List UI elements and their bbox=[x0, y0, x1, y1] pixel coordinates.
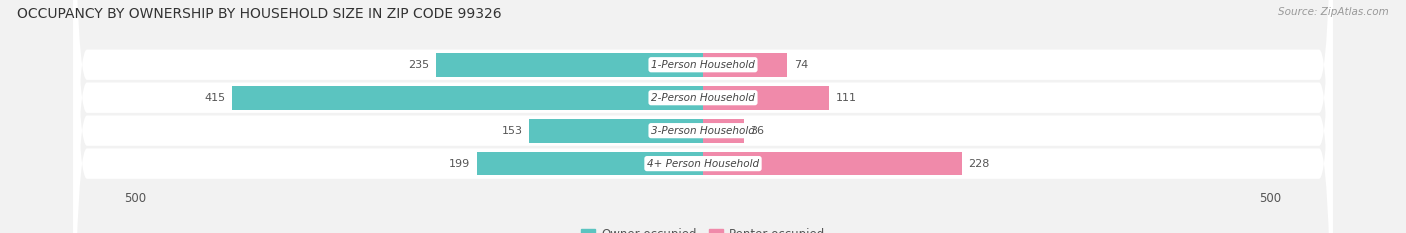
Bar bbox=[232, 86, 703, 110]
Text: 2-Person Household: 2-Person Household bbox=[651, 93, 755, 103]
Text: 1-Person Household: 1-Person Household bbox=[651, 60, 755, 70]
Text: 415: 415 bbox=[204, 93, 225, 103]
Legend: Owner-occupied, Renter-occupied: Owner-occupied, Renter-occupied bbox=[576, 224, 830, 233]
FancyBboxPatch shape bbox=[73, 0, 1333, 233]
Text: 4+ Person Household: 4+ Person Household bbox=[647, 159, 759, 169]
Text: 153: 153 bbox=[502, 126, 523, 136]
Text: 74: 74 bbox=[794, 60, 808, 70]
Bar bbox=[703, 119, 744, 143]
Bar bbox=[703, 53, 787, 77]
Bar bbox=[703, 86, 830, 110]
FancyBboxPatch shape bbox=[73, 0, 1333, 233]
Text: 36: 36 bbox=[751, 126, 765, 136]
Bar bbox=[530, 119, 703, 143]
Text: 235: 235 bbox=[408, 60, 430, 70]
Text: Source: ZipAtlas.com: Source: ZipAtlas.com bbox=[1278, 7, 1389, 17]
Bar bbox=[436, 53, 703, 77]
Text: 3-Person Household: 3-Person Household bbox=[651, 126, 755, 136]
FancyBboxPatch shape bbox=[73, 0, 1333, 233]
FancyBboxPatch shape bbox=[73, 0, 1333, 233]
Bar bbox=[477, 152, 703, 175]
Text: 228: 228 bbox=[969, 159, 990, 169]
Text: 199: 199 bbox=[449, 159, 471, 169]
Text: 111: 111 bbox=[835, 93, 856, 103]
Text: OCCUPANCY BY OWNERSHIP BY HOUSEHOLD SIZE IN ZIP CODE 99326: OCCUPANCY BY OWNERSHIP BY HOUSEHOLD SIZE… bbox=[17, 7, 502, 21]
Bar bbox=[703, 152, 962, 175]
